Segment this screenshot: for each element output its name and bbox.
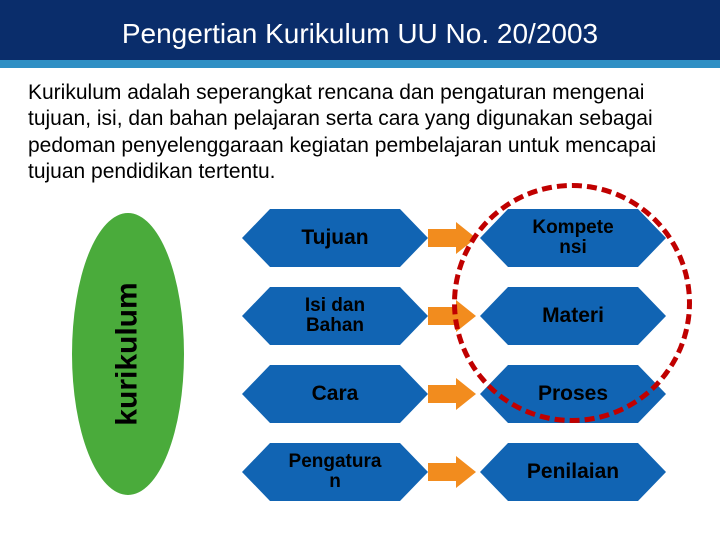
left-hex-label-3: Pengatura n [289, 452, 382, 492]
definition-paragraph: Kurikulum adalah seperangkat rencana dan… [0, 68, 720, 199]
left-hex-label-0: Tujuan [301, 227, 368, 249]
left-hex-2: Cara [270, 365, 400, 423]
ellipse-label: kurikulum [111, 282, 145, 425]
arrow-2 [428, 378, 476, 410]
kurikulum-ellipse: kurikulum [68, 209, 188, 499]
left-hex-0: Tujuan [270, 209, 400, 267]
highlight-circle [452, 183, 692, 423]
left-hex-1: Isi dan Bahan [270, 287, 400, 345]
accent-bar [0, 60, 720, 68]
title-text: Pengertian Kurikulum UU No. 20/2003 [122, 18, 598, 50]
left-hex-label-1: Isi dan Bahan [305, 296, 365, 336]
definition-text: Kurikulum adalah seperangkat rencana dan… [28, 81, 656, 183]
right-hex-label-3: Penilaian [527, 461, 619, 483]
left-hex-3: Pengatura n [270, 443, 400, 501]
arrow-3 [428, 456, 476, 488]
left-hex-label-2: Cara [312, 383, 359, 405]
slide-title: Pengertian Kurikulum UU No. 20/2003 [0, 0, 720, 68]
right-hex-3: Penilaian [508, 443, 638, 501]
diagram-area: kurikulum TujuanKompete nsiIsi dan Bahan… [0, 199, 720, 529]
